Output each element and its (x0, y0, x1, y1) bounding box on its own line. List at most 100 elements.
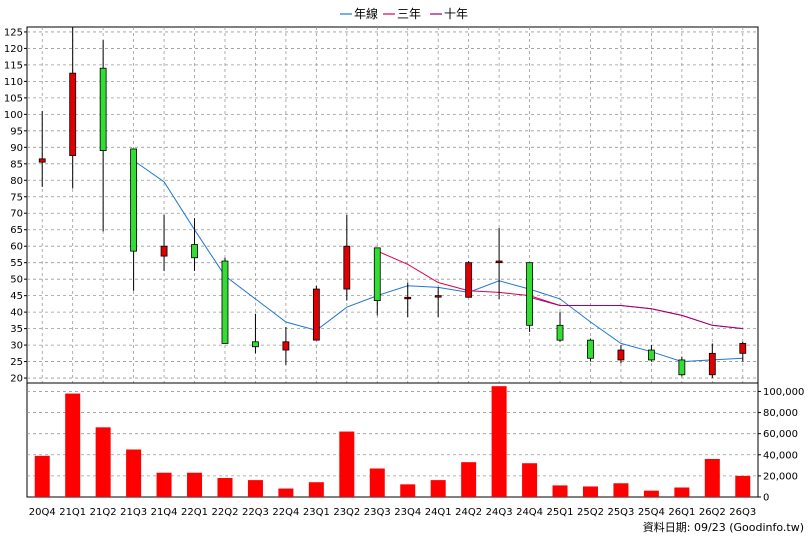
candle-body (373, 247, 381, 301)
legend-label-three-year: 三年 (397, 7, 421, 21)
candle-body (312, 288, 320, 341)
volume-bar (339, 431, 355, 497)
price-tick-label: 115 (4, 60, 23, 71)
volume-bar (156, 472, 172, 497)
candle-body (38, 158, 46, 163)
series-line-ten-year (529, 296, 743, 330)
candle-body (221, 260, 229, 344)
x-tick-label: 24Q2 (455, 507, 482, 518)
volume-bar (369, 468, 385, 497)
price-tick-label: 105 (4, 93, 23, 104)
x-tick-label: 24Q3 (486, 507, 513, 518)
x-tick-label: 20Q4 (29, 507, 56, 518)
volume-tick-label: 0 (763, 493, 769, 504)
price-tick-label: 45 (10, 291, 23, 302)
volume-bar (613, 483, 629, 497)
volume-bar (430, 480, 446, 497)
x-tick-label: 25Q2 (577, 507, 604, 518)
volume-bar (95, 427, 111, 497)
price-tick-label: 30 (10, 341, 23, 352)
x-tick-label: 22Q1 (181, 507, 208, 518)
candle-body (495, 260, 503, 264)
price-tick-label: 70 (10, 209, 23, 220)
candle-body (739, 343, 747, 354)
candle-body (130, 148, 138, 252)
volume-bar (247, 480, 263, 497)
candle-body (252, 341, 259, 348)
volume-bar (704, 459, 720, 497)
x-tick-label: 21Q1 (59, 507, 86, 518)
x-tick-label: 22Q3 (242, 507, 269, 518)
candle-body (282, 341, 290, 351)
x-tick-label: 22Q4 (272, 507, 299, 518)
volume-bar (522, 463, 538, 497)
legend-label-ten-year: 十年 (444, 7, 468, 21)
x-tick-label: 26Q2 (699, 507, 726, 518)
volume-tick-label: 100,000 (763, 387, 804, 398)
volume-plot-frame (26, 382, 759, 498)
candle-body (465, 262, 473, 298)
x-tick-label: 25Q1 (547, 507, 574, 518)
volume-bar (126, 449, 142, 497)
price-tick-label: 50 (10, 275, 23, 286)
x-tick-label: 23Q1 (303, 507, 330, 518)
volume-bar (491, 386, 507, 497)
price-tick-label: 85 (10, 159, 23, 170)
price-tick-label: 40 (10, 308, 23, 319)
price-tick-label: 35 (10, 324, 23, 335)
volume-tick-label: 20,000 (763, 471, 798, 482)
volume-bar (217, 478, 233, 497)
candle-body (434, 295, 442, 298)
volume-bar (674, 487, 690, 497)
candle-body (647, 349, 655, 361)
legend: 年線 三年 十年 (340, 6, 468, 21)
price-tick-label: 120 (4, 44, 23, 55)
price-tick-label: 60 (10, 242, 23, 253)
volume-bar (643, 490, 659, 497)
candle-body (99, 67, 107, 152)
volume-bar (308, 482, 324, 497)
candle-body (708, 352, 716, 376)
candle-body (617, 349, 625, 361)
x-tick-label: 25Q3 (607, 507, 634, 518)
volume-bar (65, 393, 81, 497)
price-tick-label: 90 (10, 143, 23, 154)
x-tick-label: 22Q2 (211, 507, 238, 518)
volume-bar (187, 472, 203, 497)
price-tick-label: 125 (4, 27, 23, 38)
candle-body (587, 339, 594, 359)
price-tick-label: 110 (4, 77, 23, 88)
price-panel: 20 25 30 35 40 45 50 55 60 65 70 75 80 85 90 95 100 105 11… (4, 26, 759, 497)
volume-bar (278, 488, 294, 497)
x-tick-label: 26Q1 (668, 507, 695, 518)
volume-tick-label: 60,000 (763, 429, 798, 440)
price-tick-label: 75 (10, 192, 23, 203)
price-tick-label: 55 (10, 258, 23, 269)
candle-body (556, 324, 564, 341)
x-tick-label: 23Q2 (333, 507, 360, 518)
price-tick-label: 65 (10, 225, 23, 236)
candle-body (678, 359, 686, 376)
volume-bar (552, 485, 568, 497)
price-plot-frame (26, 26, 759, 384)
volume-bar (461, 462, 477, 497)
volume-bar (735, 475, 751, 497)
candle-body (526, 262, 533, 326)
candle-body (343, 245, 351, 290)
candle-body (404, 296, 412, 300)
candle-body (191, 244, 198, 259)
volume-tick-label: 40,000 (763, 450, 798, 461)
x-tick-label: 24Q4 (516, 507, 543, 518)
candle-body (69, 72, 77, 156)
x-tick-label: 21Q4 (151, 507, 178, 518)
legend-label-annual: 年線 (354, 6, 378, 21)
volume-bar (582, 486, 598, 497)
volume-bar (400, 484, 416, 497)
x-tick-label: 25Q4 (638, 507, 665, 518)
x-tick-label: 21Q2 (90, 507, 117, 518)
data-date-credit: 資料日期: 09/23 (Goodinfo.tw) (643, 520, 804, 534)
x-tick-label: 23Q4 (394, 507, 421, 518)
volume-tick-label: 80,000 (763, 408, 798, 419)
price-tick-label: 80 (10, 176, 23, 187)
price-tick-label: 20 (10, 374, 23, 385)
